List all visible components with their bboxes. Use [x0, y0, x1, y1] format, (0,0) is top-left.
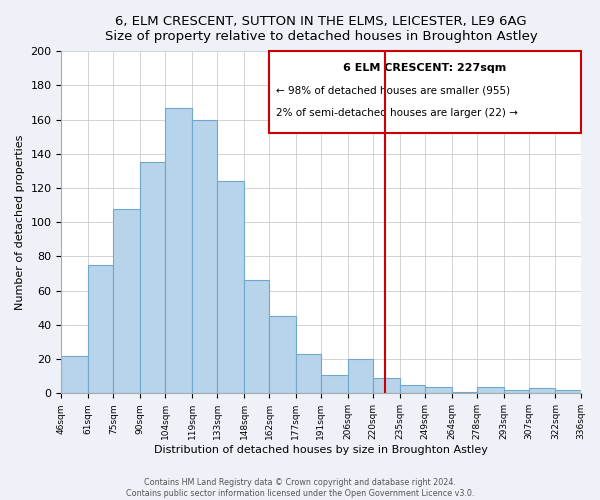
- Bar: [88, 265, 113, 394]
- Bar: [452, 392, 476, 394]
- Bar: [503, 390, 529, 394]
- Bar: [400, 385, 425, 394]
- Bar: [269, 316, 296, 394]
- Text: Contains HM Land Registry data © Crown copyright and database right 2024.
Contai: Contains HM Land Registry data © Crown c…: [126, 478, 474, 498]
- Bar: [321, 374, 348, 394]
- X-axis label: Distribution of detached houses by size in Broughton Astley: Distribution of detached houses by size …: [154, 445, 488, 455]
- Bar: [296, 354, 321, 394]
- Y-axis label: Number of detached properties: Number of detached properties: [15, 134, 25, 310]
- Bar: [165, 108, 192, 394]
- Bar: [373, 378, 400, 394]
- Title: 6, ELM CRESCENT, SUTTON IN THE ELMS, LEICESTER, LE9 6AG
Size of property relativ: 6, ELM CRESCENT, SUTTON IN THE ELMS, LEI…: [104, 15, 538, 43]
- Bar: [476, 386, 503, 394]
- Bar: [140, 162, 165, 394]
- Bar: [244, 280, 269, 394]
- Bar: [529, 388, 556, 394]
- Bar: [113, 208, 140, 394]
- FancyBboxPatch shape: [269, 51, 581, 133]
- Bar: [425, 386, 452, 394]
- Bar: [61, 356, 88, 394]
- Text: ← 98% of detached houses are smaller (955): ← 98% of detached houses are smaller (95…: [276, 86, 511, 96]
- Text: 6 ELM CRESCENT: 227sqm: 6 ELM CRESCENT: 227sqm: [343, 63, 506, 73]
- Bar: [217, 181, 244, 394]
- Bar: [556, 390, 581, 394]
- Bar: [192, 120, 217, 394]
- Text: 2% of semi-detached houses are larger (22) →: 2% of semi-detached houses are larger (2…: [276, 108, 518, 118]
- Bar: [348, 359, 373, 394]
